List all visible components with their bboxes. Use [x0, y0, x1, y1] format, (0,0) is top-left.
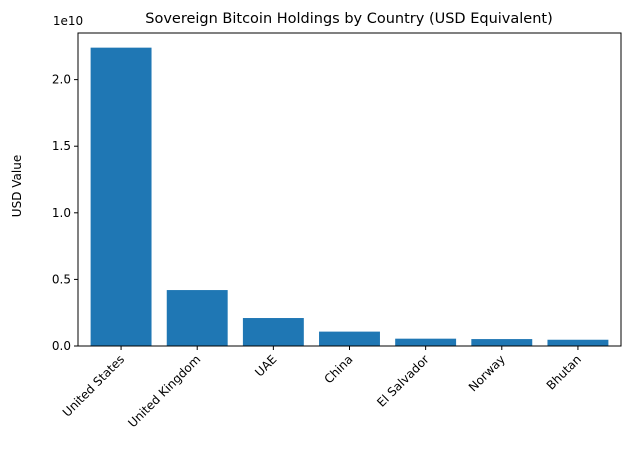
- x-tick-label: Norway: [466, 352, 508, 394]
- bar-bhutan: [547, 339, 609, 346]
- plot-frame: [77, 32, 622, 347]
- y-axis-label: USD Value: [10, 155, 24, 217]
- bar-el-salvador: [395, 338, 457, 346]
- y-axis-ticks: 0.0 0.5 1.0 1.5 2.0: [52, 73, 78, 353]
- x-tick-label: China: [321, 352, 355, 386]
- x-tick-label: UAE: [252, 352, 279, 379]
- x-tick-label: Bhutan: [544, 352, 584, 392]
- y-axis-offset-text: 1e10: [53, 14, 83, 28]
- x-tick-label: United States: [60, 352, 127, 419]
- chart-title: Sovereign Bitcoin Holdings by Country (U…: [145, 11, 553, 27]
- bar-norway: [471, 339, 533, 346]
- y-tick-label: 0.5: [52, 272, 71, 286]
- x-tick-label: United Kingdom: [125, 352, 203, 430]
- y-tick-label: 0.0: [52, 339, 71, 353]
- y-tick-label: 1.5: [52, 139, 71, 153]
- bar-united-kingdom: [166, 290, 228, 346]
- bars-group: [90, 47, 609, 346]
- y-tick-label: 1.0: [52, 206, 71, 220]
- bar-china: [319, 331, 380, 346]
- y-tick-label: 2.0: [52, 73, 71, 87]
- bar-uae: [242, 318, 304, 346]
- x-tick-label: El Salvador: [374, 352, 432, 410]
- bar-united-states: [90, 47, 152, 346]
